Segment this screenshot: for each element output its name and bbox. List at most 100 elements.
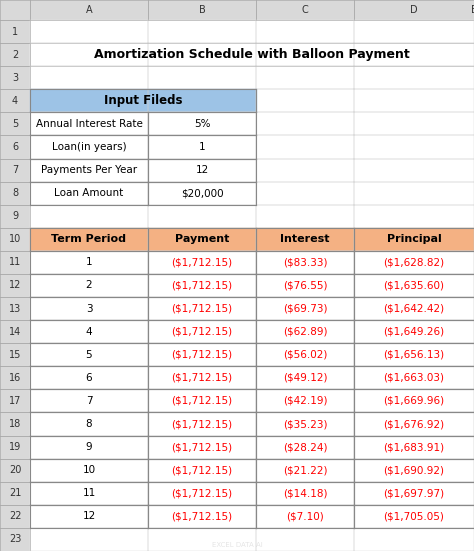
Bar	[0, 112, 30, 136]
Bar	[354, 251, 474, 274]
Bar	[30, 458, 148, 482]
Text: Payments Per Year: Payments Per Year	[41, 165, 137, 175]
Text: 15: 15	[9, 350, 21, 360]
Text: ($1,635.60): ($1,635.60)	[383, 280, 445, 290]
Bar	[30, 112, 148, 136]
Bar	[354, 112, 474, 136]
Text: A: A	[86, 5, 92, 15]
Bar	[0, 228, 30, 251]
Bar	[30, 505, 148, 528]
Text: ($1,712.15): ($1,712.15)	[172, 396, 233, 406]
Bar	[30, 112, 148, 136]
Bar	[354, 297, 474, 320]
Bar	[30, 482, 148, 505]
Text: 3: 3	[86, 304, 92, 314]
Text: 4: 4	[12, 96, 18, 106]
Bar	[354, 182, 474, 204]
Text: ($1,683.91): ($1,683.91)	[383, 442, 445, 452]
Text: 7: 7	[12, 165, 18, 175]
Text: ($76.55): ($76.55)	[283, 280, 327, 290]
Bar	[148, 413, 256, 435]
Bar	[148, 66, 256, 89]
Bar	[148, 458, 256, 482]
Bar	[0, 20, 30, 43]
Text: ($1,712.15): ($1,712.15)	[172, 465, 233, 475]
Text: ($1,712.15): ($1,712.15)	[172, 304, 233, 314]
Bar	[354, 0, 474, 20]
Text: 5%: 5%	[194, 119, 210, 129]
Bar	[354, 458, 474, 482]
Text: ($83.33): ($83.33)	[283, 257, 327, 267]
Bar	[30, 435, 148, 458]
Bar	[148, 112, 256, 136]
Bar	[0, 390, 30, 413]
Bar	[354, 505, 474, 528]
Bar	[354, 390, 474, 413]
Text: 16: 16	[9, 373, 21, 383]
Bar	[354, 482, 474, 505]
Bar	[30, 320, 148, 343]
Bar	[354, 343, 474, 366]
Text: Annual Interest Rate: Annual Interest Rate	[36, 119, 143, 129]
Bar	[30, 297, 148, 320]
Bar	[30, 505, 148, 528]
Text: 12: 12	[82, 511, 96, 521]
Bar	[0, 43, 30, 66]
Text: ($56.02): ($56.02)	[283, 350, 327, 360]
Bar	[256, 458, 354, 482]
Bar	[256, 343, 354, 366]
Bar	[256, 390, 354, 413]
Bar	[354, 435, 474, 458]
Text: ($35.23): ($35.23)	[283, 419, 327, 429]
Text: ($1,705.05): ($1,705.05)	[383, 511, 445, 521]
Bar	[354, 251, 474, 274]
Bar	[30, 182, 148, 204]
Bar	[30, 413, 148, 435]
Bar	[256, 20, 354, 43]
Text: ($1,663.03): ($1,663.03)	[383, 373, 445, 383]
Bar	[148, 159, 256, 182]
Text: 20: 20	[9, 465, 21, 475]
Text: 3: 3	[12, 73, 18, 83]
Bar	[256, 482, 354, 505]
Bar	[354, 89, 474, 112]
Bar	[148, 435, 256, 458]
Text: ($1,712.15): ($1,712.15)	[172, 327, 233, 337]
Bar	[354, 482, 474, 505]
Bar	[0, 458, 30, 482]
Text: 11: 11	[82, 488, 96, 498]
Text: 14: 14	[9, 327, 21, 337]
Text: EXCEL DATA AI: EXCEL DATA AI	[211, 542, 263, 548]
Bar	[30, 0, 148, 20]
Text: 9: 9	[86, 442, 92, 452]
Bar	[256, 43, 354, 66]
Text: $20,000: $20,000	[181, 188, 223, 198]
Bar	[256, 320, 354, 343]
Bar	[148, 366, 256, 390]
Bar	[0, 204, 30, 228]
Bar	[256, 274, 354, 297]
Bar	[256, 0, 354, 20]
Text: 1: 1	[86, 257, 92, 267]
Bar	[354, 228, 474, 251]
Bar	[148, 43, 256, 66]
Bar	[148, 136, 256, 159]
Bar	[256, 204, 354, 228]
Bar	[30, 458, 148, 482]
Text: ($1,712.15): ($1,712.15)	[172, 419, 233, 429]
Bar	[30, 528, 148, 551]
Bar	[256, 274, 354, 297]
Bar	[0, 435, 30, 458]
Bar	[256, 413, 354, 435]
Bar	[256, 435, 354, 458]
Bar	[148, 505, 256, 528]
Text: 1: 1	[199, 142, 205, 152]
Text: 9: 9	[12, 211, 18, 222]
Bar	[0, 505, 30, 528]
Bar	[148, 297, 256, 320]
Text: 1: 1	[12, 26, 18, 36]
Text: 5: 5	[12, 119, 18, 129]
Bar	[148, 228, 256, 251]
Bar	[0, 413, 30, 435]
Bar	[256, 182, 354, 204]
